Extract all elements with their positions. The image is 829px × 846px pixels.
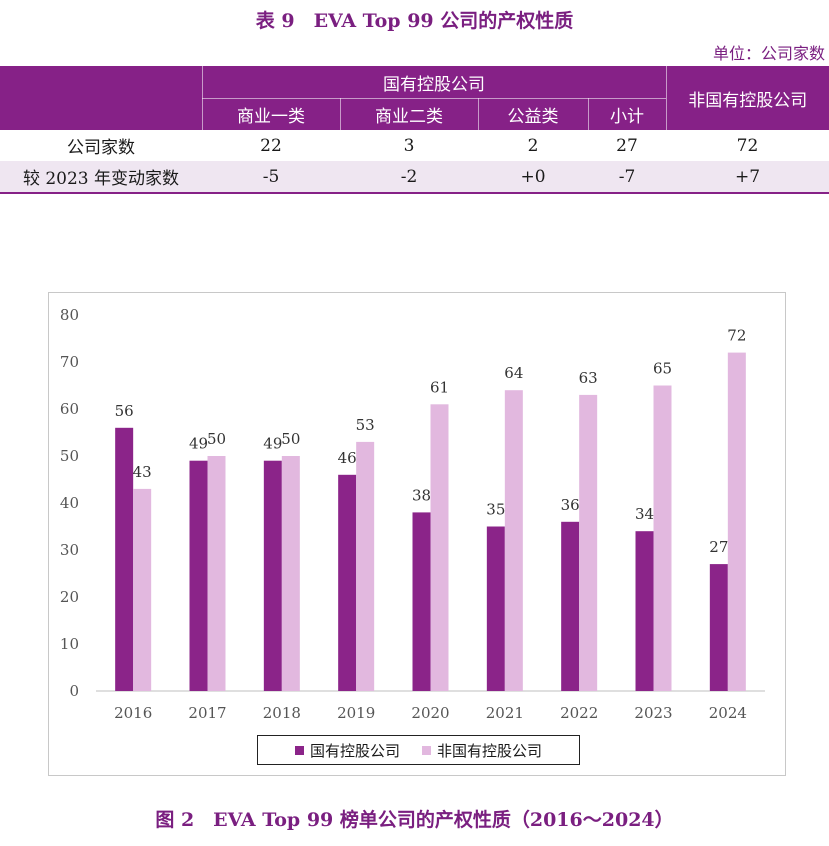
table-cell: 72 — [666, 130, 829, 161]
ownership-table: 国有控股公司 非国有控股公司 商业一类 商业二类 公益类 小计 公司家数 22 … — [0, 66, 829, 194]
legend-item-state-owned: 国有控股公司 — [294, 740, 400, 761]
y-tick-label: 40 — [60, 494, 79, 512]
non-state-header: 非国有控股公司 — [665, 66, 829, 130]
table-cell: -7 — [588, 161, 666, 194]
bar-non-state — [504, 390, 523, 691]
data-label-non-state: 50 — [281, 430, 300, 448]
data-label-state-owned: 56 — [115, 402, 134, 420]
y-tick-label: 10 — [60, 635, 79, 653]
bar-non-state — [727, 352, 746, 691]
table-title: 表 9 EVA Top 99 公司的产权性质 — [255, 10, 574, 32]
x-tick-label: 2018 — [263, 704, 301, 722]
data-label-non-state: 72 — [727, 327, 746, 345]
data-label-state-owned: 49 — [189, 435, 208, 453]
bar-non-state — [356, 441, 375, 691]
figure-title: 图 2 EVA Top 99 榜单公司的产权性质（2016～2024） — [155, 809, 674, 831]
legend-label-state-owned: 国有控股公司 — [309, 741, 400, 760]
bar-state-owned — [338, 474, 357, 691]
corner-header-cell — [0, 66, 202, 130]
data-label-state-owned: 34 — [635, 505, 654, 523]
y-tick-label: 30 — [60, 541, 79, 559]
x-tick-label: 2023 — [634, 704, 672, 722]
bar-non-state — [653, 385, 672, 691]
chart-frame: 0 10 20 30 40 50 60 70 80 56 43 2016 49 50 2017 49 50 201… — [48, 292, 786, 776]
data-label-non-state: 50 — [207, 430, 226, 448]
bar-state-owned — [115, 427, 134, 691]
bar-non-state — [430, 404, 449, 691]
bar-state-owned — [189, 460, 208, 691]
y-tick-label: 80 — [60, 306, 79, 324]
bar-state-owned — [486, 526, 505, 691]
unit-label: 单位：公司家数 — [712, 44, 825, 63]
bar-state-owned — [412, 512, 431, 691]
table-row: 公司家数 22 3 2 27 72 — [0, 130, 829, 161]
table-cell: 27 — [588, 130, 666, 161]
chart-legend: 国有控股公司 非国有控股公司 — [257, 735, 580, 765]
y-tick-label: 50 — [60, 447, 79, 465]
sub-header-commercial-2: 商业二类 — [339, 98, 478, 130]
bar-state-owned — [635, 531, 654, 691]
legend-swatch-state-owned — [294, 745, 304, 755]
table-cell: 2 — [478, 130, 588, 161]
y-tick-label: 70 — [60, 353, 79, 371]
x-tick-label: 2022 — [560, 704, 598, 722]
x-tick-label: 2020 — [411, 704, 449, 722]
x-tick-label: 2021 — [486, 704, 524, 722]
data-label-non-state: 63 — [579, 369, 598, 387]
data-label-state-owned: 46 — [338, 449, 357, 467]
sub-header-public-welfare: 公益类 — [477, 98, 588, 130]
table-cell: -2 — [340, 161, 478, 194]
bar-chart: 0102030405060708056432016495020174950201… — [60, 306, 765, 722]
data-label-state-owned: 49 — [263, 435, 282, 453]
y-tick-label: 0 — [69, 682, 79, 700]
data-label-state-owned: 38 — [412, 486, 431, 504]
data-label-non-state: 65 — [653, 360, 672, 378]
x-tick-label: 2019 — [337, 704, 375, 722]
table-cell: 3 — [340, 130, 478, 161]
bar-state-owned — [709, 564, 728, 691]
legend-item-non-state: 非国有控股公司 — [422, 740, 542, 761]
sub-header-commercial-1: 商业一类 — [201, 98, 340, 130]
bar-state-owned — [263, 460, 282, 691]
y-tick-label: 20 — [60, 588, 79, 606]
legend-label-non-state: 非国有控股公司 — [437, 741, 543, 760]
row-label: 公司家数 — [0, 130, 202, 161]
data-label-state-owned: 36 — [561, 496, 580, 514]
data-label-non-state: 64 — [504, 364, 523, 382]
data-label-non-state: 43 — [133, 463, 152, 481]
bar-non-state — [133, 488, 152, 691]
x-tick-label: 2024 — [709, 704, 747, 722]
bar-non-state — [207, 456, 226, 691]
bar-state-owned — [561, 521, 580, 691]
legend-swatch-non-state — [422, 745, 431, 755]
sub-header-subtotal: 小计 — [587, 98, 666, 130]
data-label-state-owned: 27 — [709, 538, 728, 556]
data-label-non-state: 61 — [430, 378, 449, 396]
x-tick-label: 2017 — [188, 704, 226, 722]
table-cell: 22 — [202, 130, 340, 161]
table-cell: +0 — [478, 161, 588, 194]
y-tick-label: 60 — [60, 400, 79, 418]
data-label-state-owned: 35 — [486, 501, 505, 519]
bar-non-state — [579, 394, 598, 691]
bar-non-state — [281, 456, 300, 691]
data-label-non-state: 53 — [356, 416, 375, 434]
x-tick-label: 2016 — [114, 704, 152, 722]
row-label: 较 2023 年变动家数 — [0, 161, 202, 194]
table-cell: +7 — [666, 161, 829, 194]
table-row: 较 2023 年变动家数 -5 -2 +0 -7 +7 — [0, 161, 829, 194]
state-owned-group-header: 国有控股公司 — [201, 66, 666, 99]
table-cell: -5 — [202, 161, 340, 194]
